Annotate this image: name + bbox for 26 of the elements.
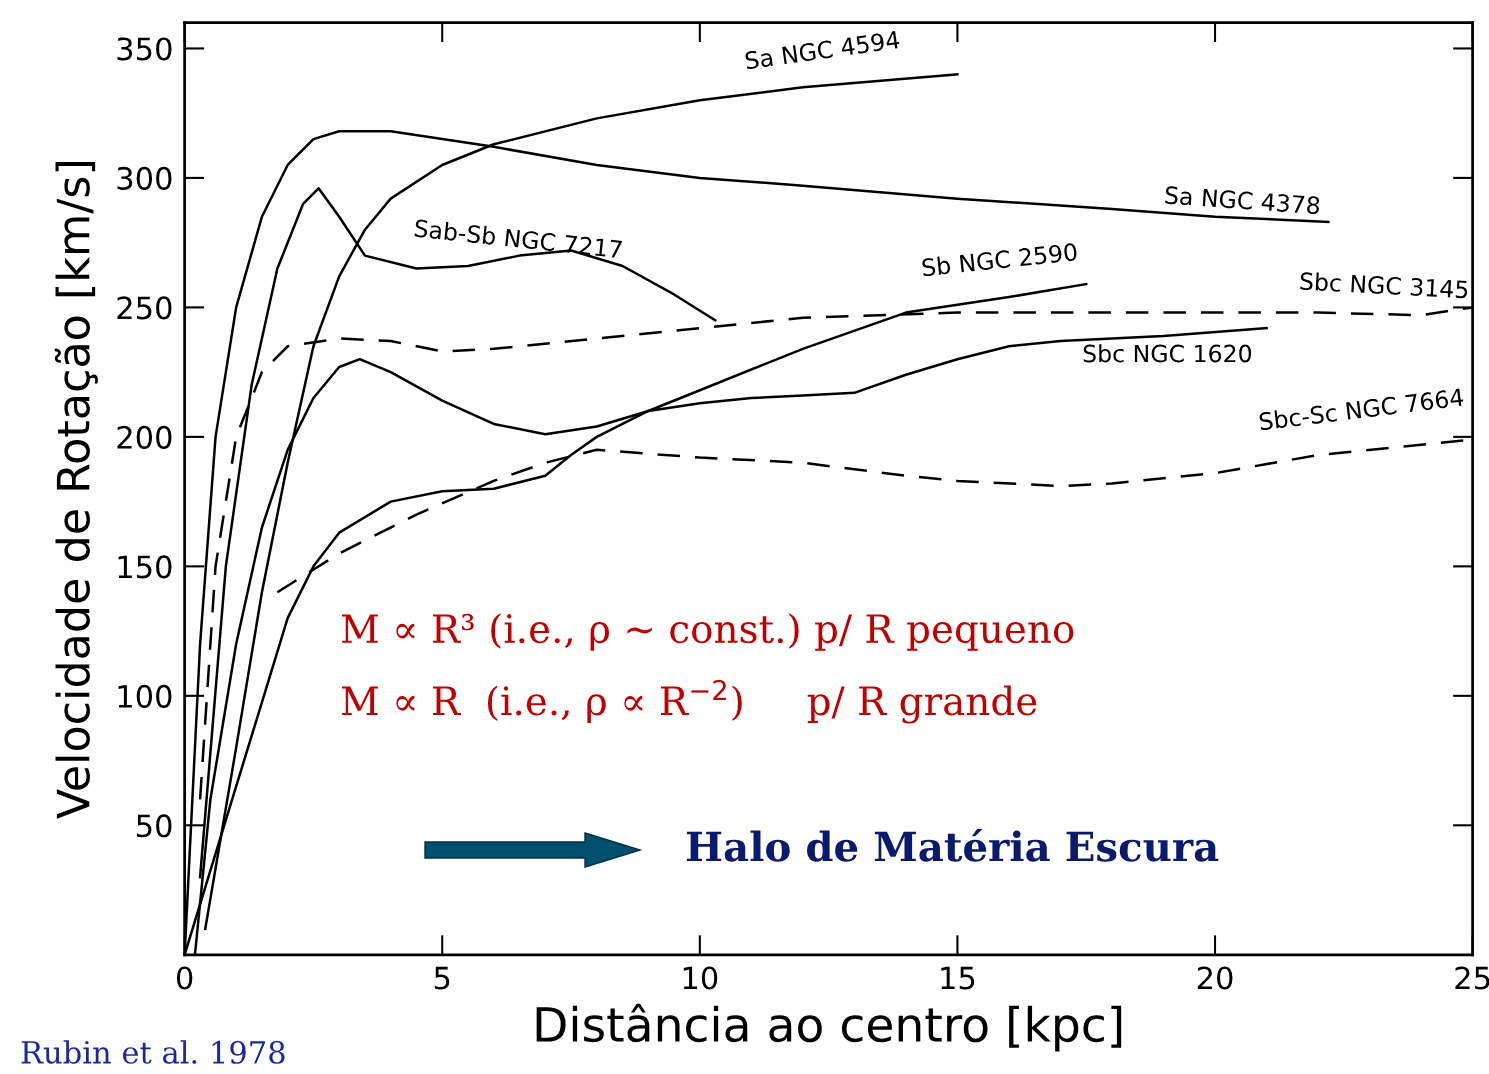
x-axis-title: Distância ao centro [kpc]: [536, 1003, 1122, 1052]
y-tick-label: 150: [118, 555, 172, 579]
x-tick-label: 10: [683, 966, 718, 990]
y-tick-label: 250: [117, 296, 172, 320]
y-tick-label: 200: [117, 425, 172, 449]
x-tick-label: 5: [434, 966, 450, 990]
text: Sa NGC 4594: [744, 30, 900, 70]
series-label: Sbc NGC 3145: [1300, 271, 1468, 299]
x-tick-label: 0: [176, 966, 193, 990]
annotation: M ∝ R³ (i.e., ρ ~ const.) p/ R pequeno: [341, 613, 1074, 651]
y-axis-title: Velocidade de Rotação [km/s]: [54, 161, 98, 819]
text: Sab-Sb NGC 7217: [414, 218, 623, 259]
y-tick-label: 350: [117, 37, 172, 61]
text: Rubin et al. 1978: [21, 1040, 285, 1064]
x-tick-label: 25: [1455, 966, 1489, 990]
series-label: Sbc NGC 1620: [1083, 344, 1252, 363]
annotation: M ∝ R (i.e., ρ ∝ R$^{−2}$) p/ R grande: [341, 679, 1037, 724]
x-tick-label: 15: [941, 966, 975, 990]
x-tick-label: 20: [1197, 966, 1233, 990]
y-tick-label: 100: [118, 684, 172, 708]
y-tick-label: 300: [117, 166, 172, 190]
series-label: Sa NGC 4378: [1165, 185, 1320, 215]
y-tick-label: 50: [137, 814, 172, 838]
annotation: Halo de Matéria Escura: [686, 828, 1219, 862]
text: Sb NGC 2590: [921, 242, 1078, 277]
text: Sbc-Sc NGC 7664: [1258, 387, 1464, 431]
